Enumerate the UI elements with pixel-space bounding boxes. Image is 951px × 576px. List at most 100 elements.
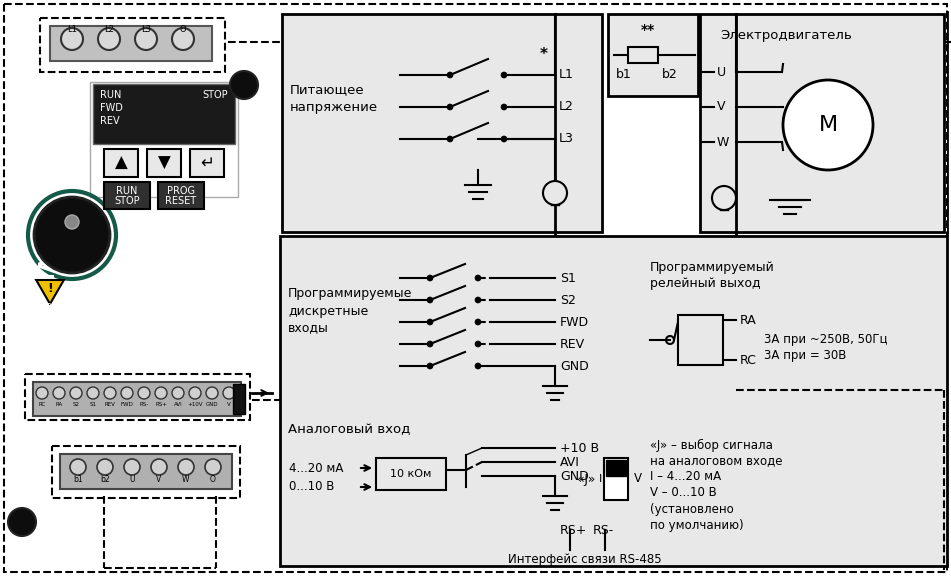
Bar	[233, 384, 245, 414]
Text: S2: S2	[72, 403, 80, 407]
Text: AVI: AVI	[560, 456, 580, 468]
Bar	[678, 315, 723, 365]
Bar	[606, 460, 626, 476]
Text: GND: GND	[560, 469, 589, 483]
Text: O: O	[210, 476, 216, 484]
Circle shape	[206, 387, 218, 399]
Text: L1: L1	[68, 25, 77, 33]
Text: STOP: STOP	[203, 90, 228, 100]
Text: b2: b2	[662, 67, 678, 81]
Text: дискретные: дискретные	[288, 305, 368, 317]
Text: 3А при = 30В: 3А при = 30В	[764, 348, 846, 362]
Circle shape	[172, 28, 194, 50]
Bar	[604, 458, 628, 500]
Bar	[90, 82, 238, 197]
Text: RUN: RUN	[100, 90, 122, 100]
Text: FWD: FWD	[100, 103, 123, 113]
Text: «J» – выбор сигнала: «J» – выбор сигнала	[650, 438, 773, 452]
Text: RA: RA	[55, 403, 63, 407]
Text: REV: REV	[560, 338, 585, 351]
Circle shape	[475, 319, 481, 325]
Circle shape	[447, 104, 453, 110]
Bar	[40, 18, 225, 72]
Circle shape	[447, 136, 453, 142]
Circle shape	[427, 319, 433, 325]
Bar	[158, 182, 204, 209]
FancyBboxPatch shape	[17, 7, 255, 565]
Circle shape	[98, 28, 120, 50]
Text: V – 0...10 В: V – 0...10 В	[650, 487, 717, 499]
Text: RC: RC	[740, 354, 757, 366]
Circle shape	[61, 28, 83, 50]
Text: релейный выход: релейный выход	[650, 278, 761, 290]
Text: ▲: ▲	[115, 154, 127, 172]
Circle shape	[712, 186, 736, 210]
Bar	[93, 84, 235, 144]
Text: 0...10 В: 0...10 В	[289, 480, 335, 494]
Text: RS+: RS+	[155, 403, 167, 407]
Text: U: U	[129, 476, 135, 484]
Bar	[25, 374, 250, 420]
Text: напряжение: напряжение	[290, 100, 378, 113]
Text: +10V: +10V	[187, 403, 203, 407]
Circle shape	[475, 341, 481, 347]
Text: (установлено: (установлено	[650, 502, 734, 516]
Circle shape	[783, 80, 873, 170]
Circle shape	[427, 275, 433, 281]
Text: V: V	[156, 476, 162, 484]
Text: b1: b1	[73, 476, 83, 484]
Text: Питающее: Питающее	[290, 84, 364, 97]
Text: !: !	[48, 282, 53, 294]
Circle shape	[475, 297, 481, 303]
Bar	[52, 446, 240, 498]
Text: ↵: ↵	[200, 154, 214, 172]
Text: Аналоговый вход: Аналоговый вход	[288, 423, 411, 437]
Bar	[700, 14, 944, 232]
Text: GND: GND	[560, 359, 589, 373]
Bar	[50, 26, 212, 61]
Text: 4...20 мА: 4...20 мА	[289, 461, 343, 475]
Bar	[104, 182, 150, 209]
Text: **: **	[641, 23, 655, 37]
Text: Программируемый: Программируемый	[650, 262, 775, 275]
Text: L1: L1	[559, 69, 573, 81]
Text: Интерфейс связи RS-485: Интерфейс связи RS-485	[508, 554, 662, 567]
Circle shape	[70, 387, 82, 399]
Text: RC: RC	[38, 403, 46, 407]
Text: ▼: ▼	[158, 154, 170, 172]
Circle shape	[138, 387, 150, 399]
Circle shape	[53, 387, 65, 399]
Text: Программируемые: Программируемые	[288, 287, 413, 301]
Text: W: W	[717, 135, 729, 149]
Text: power before servicing.: power before servicing.	[35, 320, 132, 328]
Text: L2: L2	[104, 25, 114, 33]
Text: RS-: RS-	[593, 524, 614, 536]
Bar	[608, 14, 698, 96]
Text: I – 4...20 мА: I – 4...20 мА	[650, 471, 721, 483]
Text: RS-: RS-	[140, 403, 148, 407]
Text: S1: S1	[89, 403, 96, 407]
Text: L3: L3	[559, 132, 573, 146]
Bar	[282, 14, 602, 232]
Text: O: O	[180, 25, 186, 33]
Circle shape	[501, 104, 507, 110]
Text: RESET: RESET	[165, 196, 197, 206]
Circle shape	[501, 72, 507, 78]
Text: AVI: AVI	[174, 403, 183, 407]
Circle shape	[87, 387, 99, 399]
Text: PROG: PROG	[167, 186, 195, 196]
Bar	[147, 149, 181, 177]
Text: Risk of electrical shock. Wait 10 minutes after removing: Risk of electrical shock. Wait 10 minute…	[35, 310, 252, 320]
Text: V: V	[717, 100, 726, 113]
Text: на аналоговом входе: на аналоговом входе	[650, 454, 783, 468]
Text: +10 В: +10 В	[560, 441, 599, 454]
Text: b1: b1	[616, 67, 631, 81]
Circle shape	[427, 297, 433, 303]
Text: M: M	[819, 115, 838, 135]
Text: REV: REV	[105, 403, 115, 407]
Circle shape	[65, 215, 79, 229]
Text: FWD: FWD	[121, 403, 133, 407]
Circle shape	[475, 275, 481, 281]
Bar	[104, 149, 138, 177]
Circle shape	[543, 181, 567, 205]
